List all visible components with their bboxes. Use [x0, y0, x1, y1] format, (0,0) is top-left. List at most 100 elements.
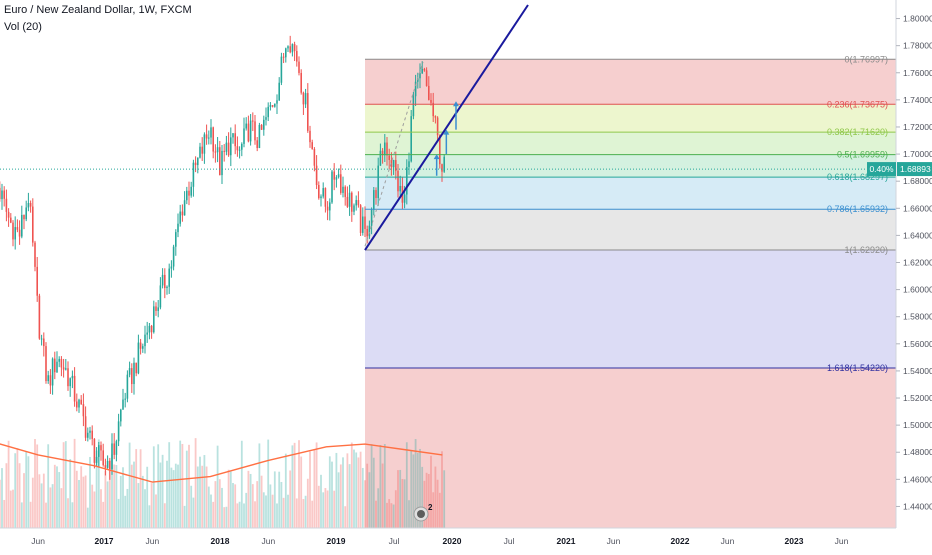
candle-body	[212, 127, 214, 152]
candle-body	[335, 177, 338, 180]
candle-body	[355, 200, 357, 206]
candle-body	[414, 81, 417, 97]
volume-bar	[62, 442, 65, 528]
fib-level-label: 1(1.62920)	[844, 245, 888, 255]
candle-body	[102, 450, 104, 466]
volume-bar	[144, 489, 146, 528]
candle-body	[432, 102, 434, 117]
candle-body	[40, 338, 43, 340]
volume-bar	[47, 444, 50, 528]
volume-bar	[7, 440, 10, 528]
candle-body	[397, 170, 399, 192]
candle-body	[238, 149, 241, 151]
candle-body	[197, 157, 199, 166]
price-tick-label: 1.56000	[903, 339, 932, 349]
candle-body	[285, 48, 287, 58]
candle-body	[425, 70, 428, 86]
volume-bar	[192, 497, 195, 528]
time-tick-label: 2022	[671, 536, 690, 546]
candle-body	[256, 140, 258, 149]
candle-body	[164, 274, 166, 289]
price-tick-label: 1.50000	[903, 420, 932, 430]
candle-body	[428, 85, 430, 100]
volume-bar	[227, 469, 230, 528]
volume-bar	[317, 485, 320, 528]
candle-body	[384, 142, 386, 156]
volume-bar	[40, 483, 43, 528]
candle-body	[36, 266, 38, 296]
volume-bar	[155, 494, 157, 528]
candle-body	[232, 133, 234, 138]
candle-body	[375, 190, 377, 198]
volume-bar	[82, 476, 85, 528]
candle-body	[93, 438, 96, 463]
volume-bar	[337, 472, 340, 528]
candle-body	[311, 142, 313, 150]
candle-body	[38, 295, 41, 339]
candle-body	[329, 202, 331, 211]
volume-bar	[100, 489, 102, 528]
volume-bar	[412, 454, 415, 528]
candle-body	[423, 68, 426, 71]
volume-bar	[69, 459, 72, 528]
volume-bar	[232, 483, 234, 528]
candle-body	[313, 149, 316, 166]
candle-body	[392, 160, 395, 168]
candle-body	[344, 186, 346, 197]
candle-body	[78, 399, 80, 408]
candle-body	[441, 164, 443, 172]
candle-body	[194, 162, 197, 166]
chart-title: Euro / New Zealand Dollar, 1W, FXCM	[4, 4, 192, 16]
candle-body	[51, 358, 54, 386]
volume-bar	[410, 450, 413, 528]
price-tick-label: 1.58000	[903, 312, 932, 322]
volume-bar	[91, 484, 94, 528]
candle-body	[395, 160, 397, 171]
candle-body	[56, 361, 58, 373]
candle-body	[324, 188, 327, 207]
candle-body	[153, 306, 155, 333]
volume-bar	[427, 473, 430, 528]
volume-bar	[130, 464, 133, 528]
volume-bar	[370, 444, 373, 528]
fib-level-label: 0.382(1.71620)	[827, 127, 888, 137]
candle-body	[91, 430, 93, 439]
candle-body	[150, 325, 153, 333]
candle-body	[280, 56, 283, 83]
candle-body	[419, 73, 421, 79]
candle-body	[32, 206, 34, 243]
candle-body	[7, 211, 10, 218]
candle-body	[282, 56, 285, 58]
candle-body	[370, 209, 373, 226]
volume-bar	[12, 489, 14, 528]
candle-body	[439, 135, 441, 165]
candle-body	[340, 174, 342, 193]
candle-body	[388, 155, 390, 160]
time-tick-label: 2019	[327, 536, 346, 546]
volume-bar	[344, 506, 347, 528]
candle-body	[34, 242, 36, 267]
candle-body	[309, 130, 311, 143]
candle-body	[210, 127, 212, 138]
candle-body	[315, 165, 318, 186]
volume-bar	[73, 438, 76, 528]
candle-body	[263, 119, 265, 130]
volume-bar	[375, 500, 377, 528]
fib-level-label: 1.618(1.54220)	[827, 363, 888, 373]
volume-bar	[75, 470, 78, 528]
candle-body	[67, 368, 69, 387]
volume-bar	[280, 481, 283, 528]
price-tick-label: 1.66000	[903, 203, 932, 213]
volume-bar	[188, 444, 190, 528]
volume-bar	[408, 500, 410, 528]
volume-bar	[262, 492, 265, 528]
fib-zone	[365, 177, 896, 210]
volume-bar	[201, 465, 204, 528]
candle-body	[157, 307, 159, 311]
volume-bar	[311, 500, 314, 528]
volume-bar	[216, 445, 219, 528]
volume-bar	[9, 490, 12, 528]
volume-bar	[383, 444, 386, 528]
